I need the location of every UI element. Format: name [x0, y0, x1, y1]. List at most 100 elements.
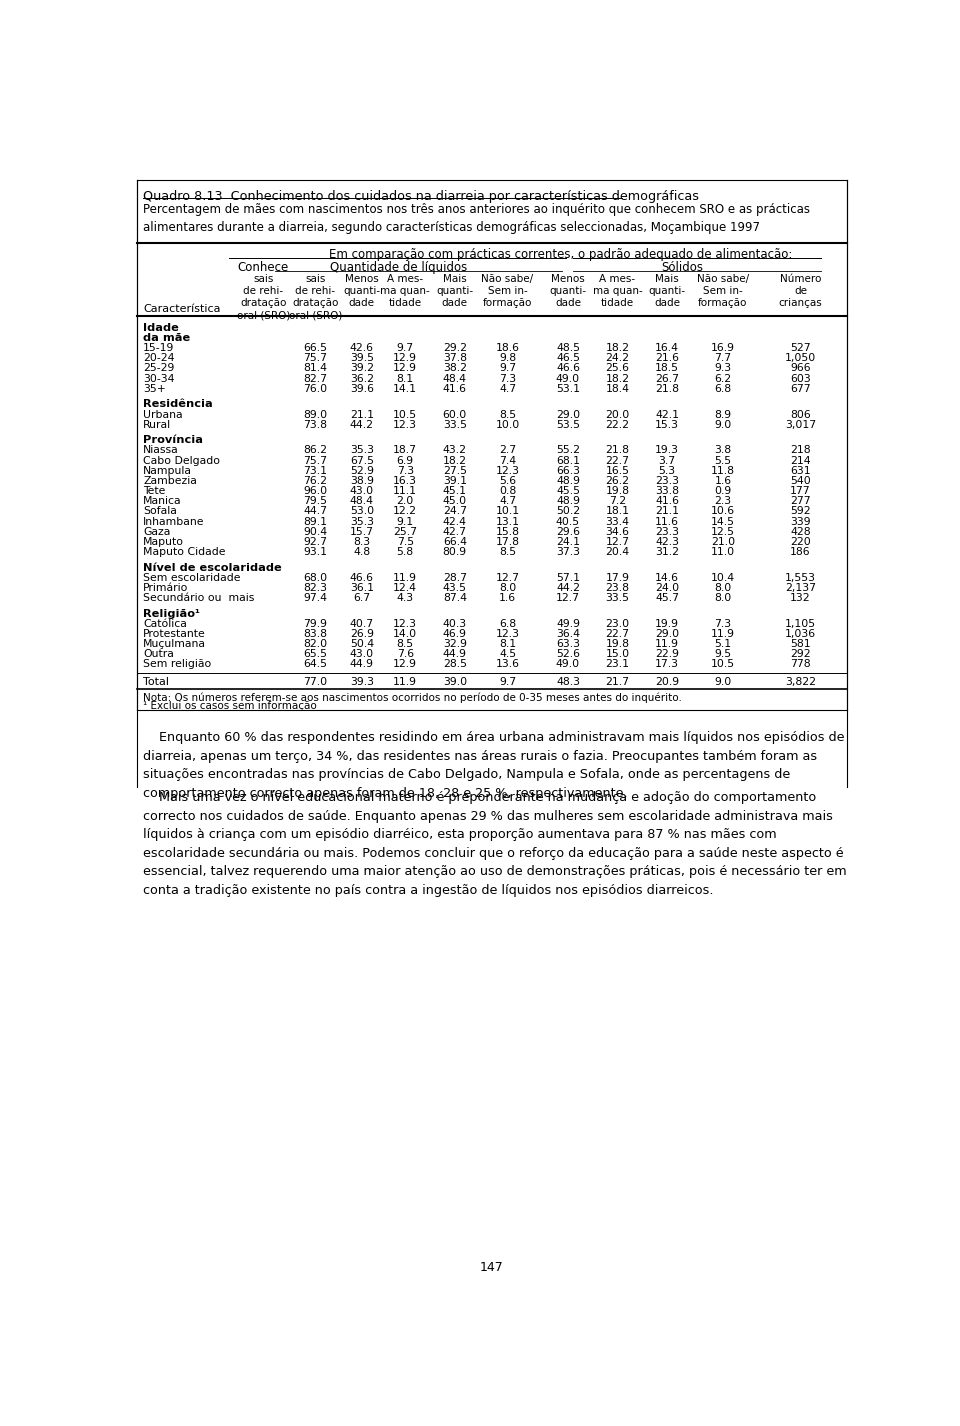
- Text: 7.3: 7.3: [396, 466, 414, 476]
- Text: 52.9: 52.9: [349, 466, 373, 476]
- Text: 42.6: 42.6: [349, 344, 373, 354]
- Text: Quantidade de líquidos: Quantidade de líquidos: [330, 261, 468, 274]
- Text: Sem escolaridade: Sem escolaridade: [143, 573, 241, 583]
- Text: 17.8: 17.8: [495, 536, 519, 546]
- Text: 277: 277: [790, 496, 811, 506]
- Text: 26.9: 26.9: [349, 629, 373, 639]
- Text: 39.2: 39.2: [349, 364, 373, 374]
- Text: 11.9: 11.9: [711, 629, 735, 639]
- Text: 132: 132: [790, 593, 811, 603]
- Text: 40.5: 40.5: [556, 516, 580, 526]
- Text: 45.1: 45.1: [443, 486, 467, 496]
- Text: 30-34: 30-34: [143, 374, 175, 384]
- Text: 44.7: 44.7: [303, 506, 327, 516]
- Text: 29.2: 29.2: [443, 344, 467, 354]
- Text: 39.6: 39.6: [349, 384, 373, 394]
- Text: A mes-
ma quan-
tidade: A mes- ma quan- tidade: [592, 274, 642, 308]
- Text: 60.0: 60.0: [443, 409, 467, 419]
- Text: 581: 581: [790, 639, 811, 649]
- Text: 17.3: 17.3: [655, 659, 679, 669]
- Text: 87.4: 87.4: [443, 593, 467, 603]
- Text: 11.8: 11.8: [711, 466, 735, 476]
- Text: 19.8: 19.8: [606, 486, 630, 496]
- Text: 86.2: 86.2: [303, 445, 327, 455]
- Text: A mes-
ma quan-
tidade: A mes- ma quan- tidade: [380, 274, 430, 308]
- Text: 21.1: 21.1: [655, 506, 679, 516]
- Text: Número
de
crianças: Número de crianças: [779, 274, 823, 308]
- Text: 15.8: 15.8: [495, 526, 519, 536]
- Text: 12.9: 12.9: [394, 354, 418, 364]
- Text: 97.4: 97.4: [303, 593, 327, 603]
- Text: 5.8: 5.8: [396, 548, 414, 558]
- Text: 13.1: 13.1: [495, 516, 519, 526]
- Text: 40.3: 40.3: [443, 619, 467, 629]
- Text: 43.2: 43.2: [443, 445, 467, 455]
- Text: 1,553: 1,553: [785, 573, 816, 583]
- Text: 9.1: 9.1: [396, 516, 414, 526]
- Text: 23.1: 23.1: [606, 659, 630, 669]
- Text: 527: 527: [790, 344, 811, 354]
- Text: 5.6: 5.6: [499, 476, 516, 486]
- Text: 4.7: 4.7: [499, 496, 516, 506]
- Text: 55.2: 55.2: [556, 445, 580, 455]
- Text: 14.6: 14.6: [655, 573, 679, 583]
- Text: da mãe: da mãe: [143, 334, 190, 344]
- Text: 28.5: 28.5: [443, 659, 467, 669]
- Text: 6.9: 6.9: [396, 455, 414, 465]
- Text: 22.7: 22.7: [606, 629, 630, 639]
- Text: Nota: Os números referem-se aos nascimentos ocorridos no período de 0-35 meses a: Nota: Os números referem-se aos nascimen…: [143, 692, 683, 703]
- Text: 12.4: 12.4: [394, 583, 418, 593]
- Text: 631: 631: [790, 466, 811, 476]
- Text: 3,822: 3,822: [785, 676, 816, 686]
- Text: 7.3: 7.3: [714, 619, 732, 629]
- Text: 33.4: 33.4: [606, 516, 630, 526]
- Text: 50.2: 50.2: [556, 506, 580, 516]
- Text: 82.0: 82.0: [303, 639, 327, 649]
- Text: 4.8: 4.8: [353, 548, 371, 558]
- Text: 66.5: 66.5: [303, 344, 327, 354]
- Text: 7.4: 7.4: [499, 455, 516, 465]
- Text: 677: 677: [790, 384, 811, 394]
- Text: 75.7: 75.7: [303, 354, 327, 364]
- Text: 29.0: 29.0: [556, 409, 580, 419]
- Text: 21.0: 21.0: [711, 536, 735, 546]
- Text: 10.5: 10.5: [711, 659, 735, 669]
- Text: 67.5: 67.5: [349, 455, 373, 465]
- Text: Nível de escolaridade: Nível de escolaridade: [143, 563, 282, 573]
- Text: 22.2: 22.2: [606, 419, 630, 429]
- Text: Mais
quanti-
dade: Mais quanti- dade: [649, 274, 685, 308]
- Text: 92.7: 92.7: [303, 536, 327, 546]
- Text: 18.2: 18.2: [606, 344, 630, 354]
- Text: 24.0: 24.0: [655, 583, 680, 593]
- Text: 49.0: 49.0: [556, 659, 580, 669]
- Text: 48.9: 48.9: [556, 476, 580, 486]
- Text: 79.9: 79.9: [303, 619, 327, 629]
- Text: 8.1: 8.1: [499, 639, 516, 649]
- Text: 46.6: 46.6: [349, 573, 373, 583]
- Text: 25-29: 25-29: [143, 364, 175, 374]
- Text: 8.5: 8.5: [396, 639, 414, 649]
- Text: Sofala: Sofala: [143, 506, 178, 516]
- Text: 38.2: 38.2: [443, 364, 467, 374]
- Text: 7.6: 7.6: [396, 649, 414, 659]
- Text: 11.9: 11.9: [394, 573, 418, 583]
- Text: 44.2: 44.2: [556, 583, 580, 593]
- Text: 339: 339: [790, 516, 811, 526]
- Text: 53.1: 53.1: [556, 384, 580, 394]
- Text: 66.3: 66.3: [556, 466, 580, 476]
- Text: 24.7: 24.7: [443, 506, 467, 516]
- Text: Não sabe/
Sem in-
formação: Não sabe/ Sem in- formação: [481, 274, 534, 308]
- Text: 42.1: 42.1: [655, 409, 679, 419]
- Text: Menos
quanti-
dade: Menos quanti- dade: [344, 274, 380, 308]
- Text: 48.5: 48.5: [556, 344, 580, 354]
- Text: 5.1: 5.1: [714, 639, 732, 649]
- Text: 68.0: 68.0: [303, 573, 327, 583]
- Text: 147: 147: [480, 1261, 504, 1273]
- Text: Mais
quanti-
dade: Mais quanti- dade: [436, 274, 473, 308]
- Text: 12.5: 12.5: [711, 526, 735, 536]
- Text: 24.1: 24.1: [556, 536, 580, 546]
- Text: 43.5: 43.5: [443, 583, 467, 593]
- Text: Não sabe/
Sem in-
formação: Não sabe/ Sem in- formação: [697, 274, 749, 308]
- Text: 2.7: 2.7: [499, 445, 516, 455]
- Text: Secundário ou  mais: Secundário ou mais: [143, 593, 254, 603]
